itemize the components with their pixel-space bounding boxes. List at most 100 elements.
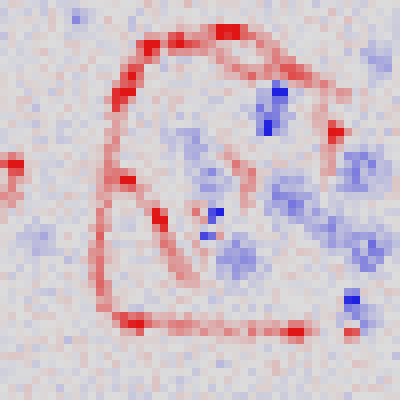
heatmap-cell (104, 208, 113, 217)
heatmap-cell (48, 272, 57, 281)
heatmap-cell (224, 192, 233, 201)
heatmap-cell (312, 0, 321, 9)
heatmap-cell (112, 384, 121, 393)
heatmap-cell (344, 384, 353, 393)
heatmap-cell (240, 360, 249, 369)
heatmap-cell (88, 152, 97, 161)
heatmap-cell (392, 48, 400, 57)
heatmap-cell (336, 72, 345, 81)
heatmap-cell (368, 56, 377, 65)
heatmap-cell (264, 376, 273, 385)
heatmap-cell (336, 160, 345, 169)
heatmap-cell (80, 304, 89, 313)
heatmap-cell (248, 392, 257, 400)
heatmap-cell (224, 48, 233, 57)
heatmap-cell (184, 48, 193, 57)
heatmap-cell (48, 392, 57, 400)
heatmap-cell (288, 24, 297, 33)
heatmap-cell (240, 144, 249, 153)
heatmap-cell (120, 104, 129, 113)
heatmap-cell (72, 360, 81, 369)
heatmap-cell (72, 200, 81, 209)
heatmap-cell (200, 8, 209, 17)
heatmap-cell (120, 392, 129, 400)
heatmap-cell (208, 152, 217, 161)
heatmap-cell (376, 384, 385, 393)
heatmap-cell (48, 128, 57, 137)
heatmap-cell (160, 16, 169, 25)
heatmap-cell (200, 136, 209, 145)
heatmap-cell (112, 152, 121, 161)
heatmap-cell (96, 160, 105, 169)
heatmap-cell (144, 256, 153, 265)
heatmap-cell (368, 136, 377, 145)
heatmap-cell (336, 208, 345, 217)
heatmap-cell (288, 216, 297, 225)
heatmap-cell (56, 216, 65, 225)
heatmap-cell (40, 264, 49, 273)
heatmap-cell (152, 72, 161, 81)
heatmap-cell (296, 160, 305, 169)
heatmap-cell (312, 240, 321, 249)
heatmap-cell (344, 296, 353, 305)
heatmap-cell (96, 368, 105, 377)
heatmap-cell (312, 64, 321, 73)
heatmap-cell (48, 24, 57, 33)
heatmap-cell (288, 312, 297, 321)
heatmap-cell (264, 304, 273, 313)
heatmap-cell (264, 264, 273, 273)
heatmap-cell (344, 64, 353, 73)
heatmap-cell (280, 200, 289, 209)
heatmap-cell (280, 376, 289, 385)
heatmap-cell (32, 272, 41, 281)
heatmap-cell (56, 288, 65, 297)
heatmap-cell (88, 320, 97, 329)
heatmap-cell (360, 256, 369, 265)
heatmap-cell (200, 264, 209, 273)
heatmap-cell (16, 280, 25, 289)
heatmap-cell (80, 176, 89, 185)
heatmap-cell (192, 192, 201, 201)
heatmap-cell (32, 320, 41, 329)
heatmap-cell (160, 40, 169, 49)
heatmap-cell (16, 160, 25, 169)
heatmap-cell (64, 88, 73, 97)
heatmap-cell (40, 328, 49, 337)
heatmap-cell (272, 312, 281, 321)
heatmap-cell (168, 320, 177, 329)
heatmap-cell (208, 16, 217, 25)
heatmap-cell (328, 376, 337, 385)
heatmap-cell (224, 88, 233, 97)
heatmap-cell (40, 168, 49, 177)
heatmap-cell (192, 72, 201, 81)
heatmap-cell (288, 120, 297, 129)
heatmap-cell (32, 352, 41, 361)
heatmap-cell (112, 136, 121, 145)
heatmap-cell (64, 72, 73, 81)
heatmap-cell (296, 208, 305, 217)
heatmap-cell (336, 128, 345, 137)
heatmap-cell (120, 160, 129, 169)
heatmap-cell (264, 352, 273, 361)
heatmap-cell (232, 216, 241, 225)
heatmap-cell (216, 24, 225, 33)
heatmap-cell (304, 392, 313, 400)
heatmap-cell (56, 344, 65, 353)
heatmap-cell (144, 264, 153, 273)
heatmap-cell (184, 320, 193, 329)
heatmap-cell (88, 72, 97, 81)
heatmap-cell (80, 136, 89, 145)
heatmap-cell (72, 216, 81, 225)
heatmap-cell (336, 392, 345, 400)
heatmap-cell (64, 136, 73, 145)
heatmap-cell (376, 280, 385, 289)
heatmap-cell (248, 160, 257, 169)
heatmap-cell (288, 88, 297, 97)
heatmap-cell (216, 320, 225, 329)
heatmap-cell (96, 312, 105, 321)
heatmap-cell (360, 120, 369, 129)
heatmap-cell (24, 56, 33, 65)
heatmap-cell (144, 392, 153, 400)
heatmap-cell (376, 144, 385, 153)
heatmap-cell (120, 264, 129, 273)
